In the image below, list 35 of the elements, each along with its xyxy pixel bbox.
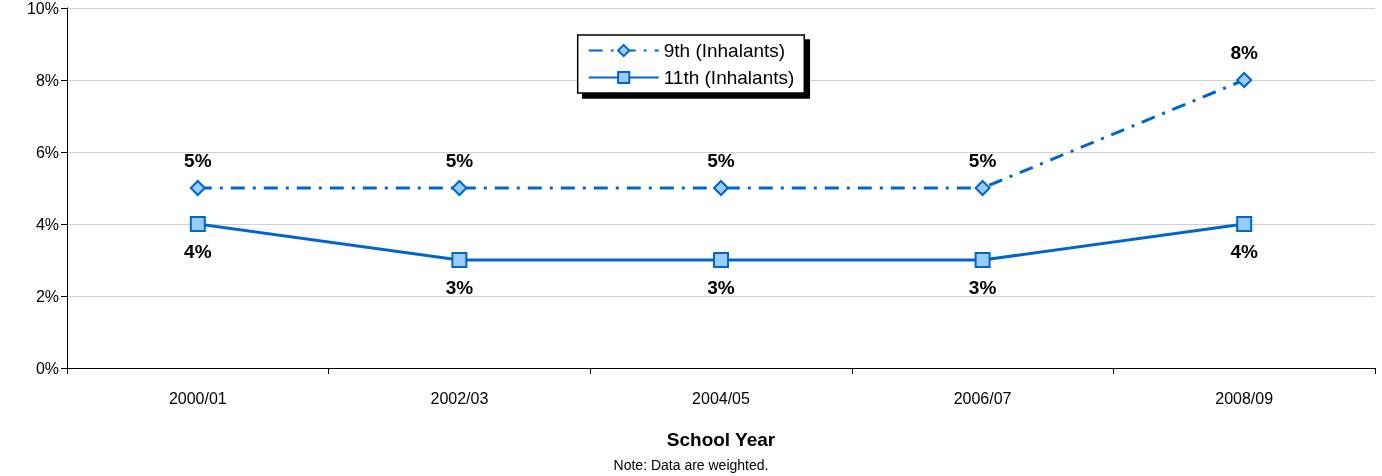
x-tick-label: 2000/01 xyxy=(168,389,227,407)
data-label: 3% xyxy=(968,277,997,298)
point xyxy=(1236,216,1253,232)
x-tick-label: 2004/05 xyxy=(692,389,751,407)
point xyxy=(451,252,468,268)
data-label: 3% xyxy=(707,277,735,298)
data-label: 8% xyxy=(1230,42,1259,63)
x-tick-label: 2006/07 xyxy=(953,389,1012,407)
legend-label: 11th (Inhalants) xyxy=(663,67,795,88)
data-label: 5% xyxy=(707,150,735,171)
data-label: 5% xyxy=(445,150,474,171)
x-tick-label: 2008/09 xyxy=(1215,389,1274,407)
point xyxy=(189,180,206,196)
point xyxy=(974,180,991,196)
y-tick-label: 0% xyxy=(35,359,59,377)
data-label: 4% xyxy=(184,241,212,262)
y-tick-label: 2% xyxy=(35,287,59,305)
text: Note: Data are weighted. xyxy=(613,457,769,473)
data-label: 3% xyxy=(445,277,474,298)
point xyxy=(1236,72,1253,88)
data-label: 4% xyxy=(1230,241,1259,262)
point xyxy=(189,216,206,232)
data-label: 5% xyxy=(968,150,997,171)
y-tick-label: 6% xyxy=(35,143,59,161)
y-tick-label: 4% xyxy=(35,215,59,233)
y-tick-label: 10% xyxy=(26,0,59,17)
point xyxy=(451,180,468,196)
y-tick-label: 8% xyxy=(35,71,59,89)
point xyxy=(974,252,991,268)
point xyxy=(713,180,729,196)
legend-label: 9th (Inhalants) xyxy=(663,40,786,61)
x-tick-label: 2002/03 xyxy=(430,389,489,407)
point xyxy=(713,252,729,268)
data-label: 5% xyxy=(184,150,212,171)
x-axis-title: School Year xyxy=(666,429,776,450)
